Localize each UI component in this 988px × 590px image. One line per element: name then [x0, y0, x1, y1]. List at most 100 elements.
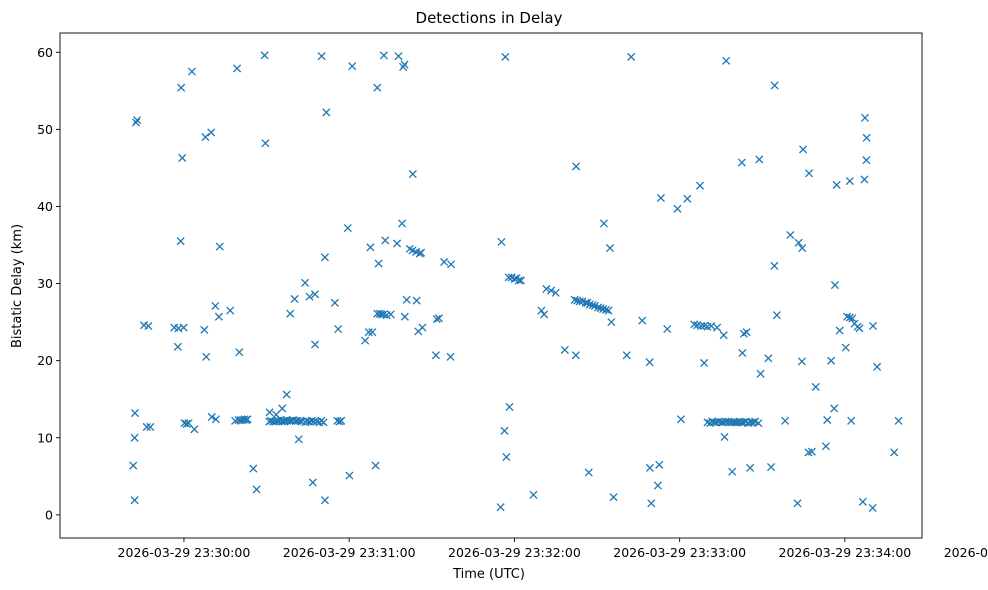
data-point — [797, 357, 806, 366]
data-point — [394, 52, 403, 61]
data-point — [770, 81, 779, 90]
data-point — [575, 297, 584, 306]
data-point — [333, 416, 342, 425]
data-point — [317, 52, 326, 61]
data-point — [301, 278, 310, 287]
data-point — [379, 310, 388, 319]
x-tick-label: 2026-03-29 23:35:00 — [944, 545, 988, 560]
data-point — [130, 496, 139, 505]
data-point — [130, 433, 139, 442]
y-tick-label: 0 — [45, 507, 53, 522]
data-point — [798, 145, 808, 154]
data-point — [676, 415, 686, 424]
data-point — [609, 493, 618, 502]
data-point — [207, 128, 216, 137]
data-point — [868, 503, 877, 512]
data-point — [226, 306, 235, 315]
data-point — [894, 416, 903, 425]
data-point — [683, 194, 692, 203]
x-axis-label: Time (UTC) — [452, 567, 525, 582]
y-tick-label: 30 — [37, 276, 53, 291]
x-axis-ticks: 2026-03-29 23:30:00 2026-03-29 23:31:00 20… — [118, 538, 988, 560]
data-point — [827, 356, 836, 365]
data-point — [348, 62, 357, 71]
data-point — [233, 64, 242, 73]
data-point — [310, 290, 320, 299]
data-point — [848, 314, 857, 323]
data-point — [855, 324, 864, 333]
data-point — [399, 62, 408, 71]
data-point — [571, 351, 580, 360]
data-point — [707, 321, 716, 331]
y-tick-label: 10 — [37, 430, 53, 445]
data-point — [201, 133, 210, 142]
data-point — [202, 352, 211, 361]
data-point — [713, 323, 722, 332]
data-point — [397, 219, 407, 228]
data-point — [607, 318, 616, 327]
data-point — [805, 169, 814, 178]
data-point — [605, 244, 615, 253]
chart-title: Detections in Delay — [416, 9, 563, 27]
data-point — [505, 402, 514, 411]
data-point — [540, 310, 549, 319]
y-tick-label: 60 — [37, 45, 53, 60]
data-point — [551, 288, 560, 297]
data-point — [432, 314, 441, 324]
data-point — [412, 296, 421, 305]
data-point — [663, 325, 672, 334]
data-point — [393, 239, 402, 248]
data-point — [381, 236, 390, 245]
data-point — [845, 313, 854, 322]
data-point — [133, 116, 142, 125]
data-point — [546, 286, 556, 295]
data-point — [514, 276, 523, 285]
data-point — [386, 310, 395, 319]
data-point — [176, 237, 185, 246]
data-point — [868, 321, 878, 331]
x-tick-label: 2026-03-29 23:33:00 — [613, 545, 746, 560]
data-point — [830, 281, 840, 290]
data-point — [286, 309, 295, 318]
data-point — [823, 415, 832, 425]
y-axis-ticks: 0 10 20 30 40 50 60 — [37, 45, 60, 522]
data-point — [581, 298, 590, 307]
data-point — [738, 348, 747, 358]
data-point — [835, 326, 844, 335]
data-point — [807, 447, 816, 456]
data-point — [529, 490, 538, 499]
data-point — [368, 328, 377, 337]
data-point — [278, 404, 287, 413]
y-tick-label: 50 — [37, 122, 53, 137]
data-point — [720, 432, 729, 442]
data-point — [841, 343, 850, 352]
data-point — [862, 133, 871, 142]
data-point — [722, 56, 731, 65]
data-point — [187, 67, 196, 76]
data-point — [647, 499, 656, 508]
data-point — [290, 294, 299, 304]
data-point — [319, 418, 328, 427]
data-point — [772, 311, 781, 320]
x-tick-label: 2026-03-29 23:32:00 — [448, 545, 581, 560]
data-point — [786, 230, 795, 240]
data-point — [211, 415, 220, 424]
data-point — [690, 320, 699, 329]
data-point — [719, 331, 728, 340]
x-tick-label: 2026-03-29 23:34:00 — [779, 545, 912, 560]
data-point — [830, 404, 839, 413]
data-point — [764, 354, 773, 363]
data-point — [537, 306, 546, 315]
data-point — [655, 460, 664, 469]
data-point — [860, 175, 869, 184]
data-point — [811, 382, 820, 391]
data-point — [252, 485, 261, 494]
data-point — [821, 442, 830, 451]
plot-frame — [59, 32, 923, 539]
data-point — [638, 316, 647, 325]
y-axis-label: Bistatic Delay (km) — [10, 224, 25, 348]
data-point — [308, 478, 317, 487]
data-point — [366, 243, 375, 252]
data-point — [173, 342, 182, 351]
